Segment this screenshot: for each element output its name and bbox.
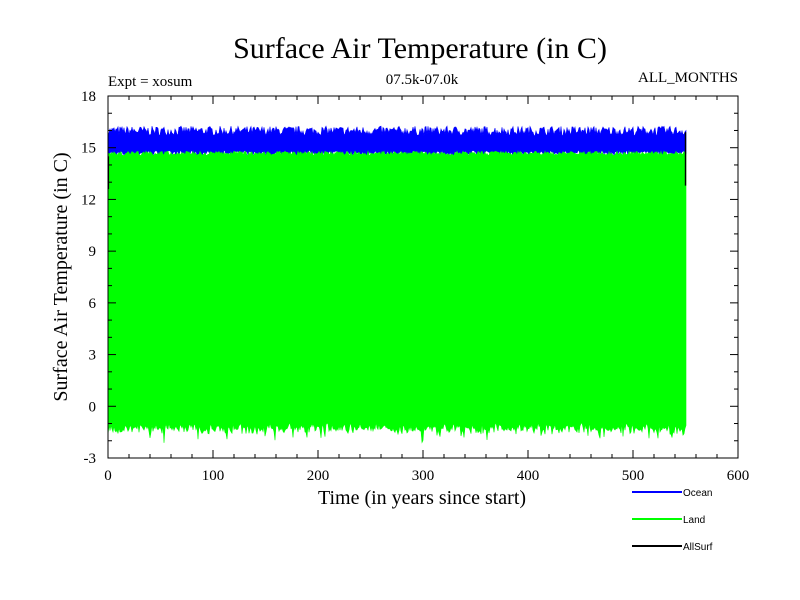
y-tick-label: 3 [89,348,97,364]
legend-label-ocean: Ocean [683,488,712,499]
x-tick-label: 500 [622,468,645,484]
y-tick-label: 0 [89,399,97,415]
months-label: ALL_MONTHS [638,70,738,86]
x-tick-label: 200 [307,468,330,484]
legend-label-allsurf: AllSurf [683,542,713,553]
x-axis-ticks: 0 100 200 300 400 500 600 [104,96,749,484]
y-tick-label: 12 [81,192,96,208]
series-ocean [107,125,687,158]
chart-title: Surface Air Temperature (in C) [233,32,607,65]
x-tick-label: 0 [104,468,112,484]
y-tick-label: 15 [81,141,96,157]
x-tick-label: 300 [412,468,435,484]
experiment-label: Expt = xosum [108,74,193,90]
y-tick-label: 6 [89,296,97,312]
x-tick-label: 400 [517,468,540,484]
y-axis-ticks: -3 0 3 6 9 12 15 18 [81,89,738,467]
series-land [107,150,687,444]
plot-data [107,125,687,444]
period-label: 07.5k-07.0k [386,72,459,88]
x-tick-label: 600 [727,468,750,484]
y-tick-label: 9 [89,244,97,260]
y-tick-label: -3 [84,451,97,467]
y-tick-label: 18 [81,89,96,105]
y-axis-label: Surface Air Temperature (in C) [50,152,72,401]
x-axis-label: Time (in years since start) [318,487,526,509]
legend: Ocean Land AllSurf [632,488,713,553]
x-tick-label: 100 [202,468,225,484]
legend-label-land: Land [683,515,705,526]
